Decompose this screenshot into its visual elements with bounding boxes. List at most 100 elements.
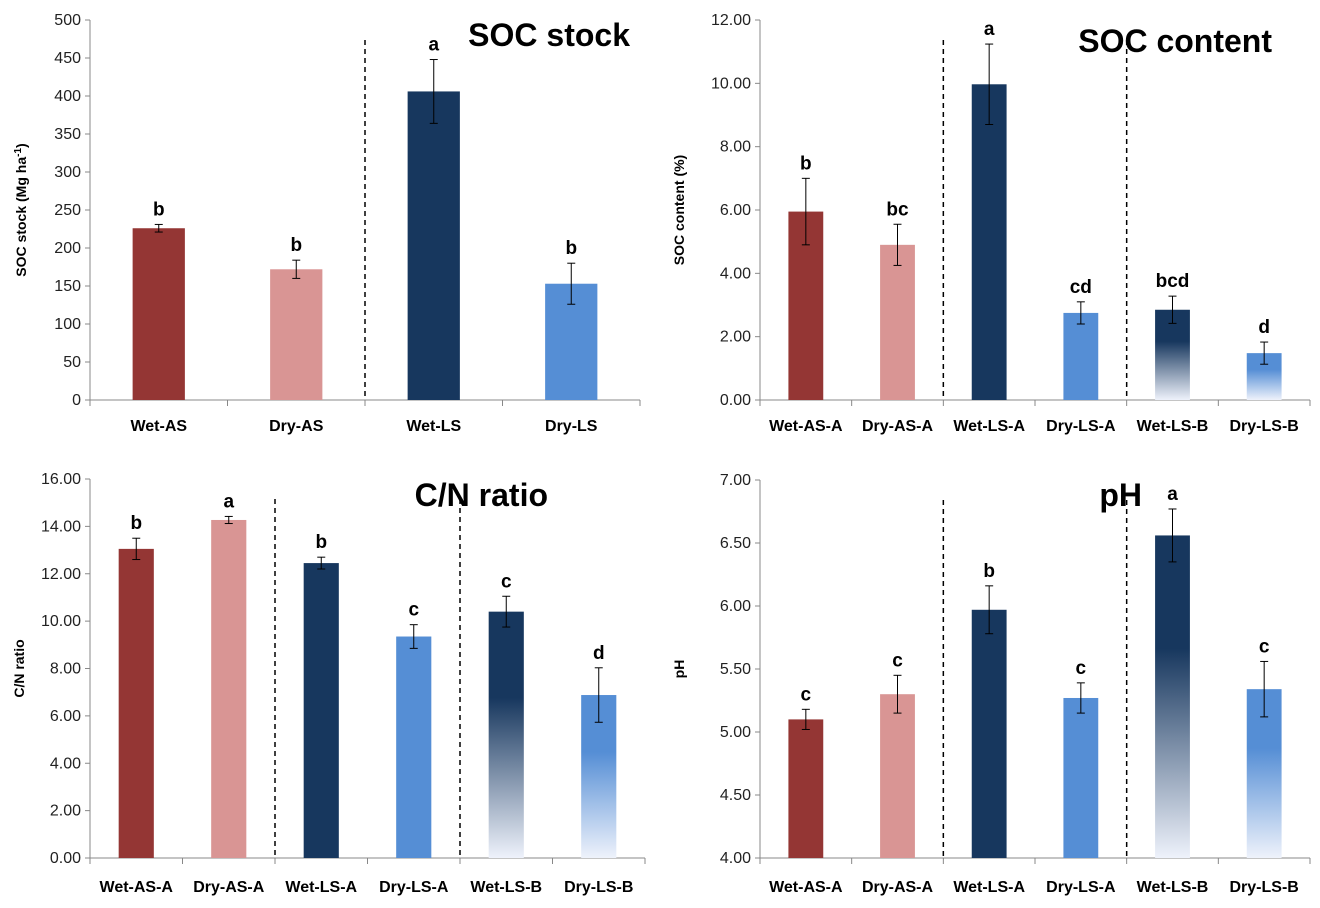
x-category-label: Wet-LS: [406, 418, 461, 435]
x-category-label: Wet-LS-A: [953, 418, 1025, 435]
y-tick-label: 6.00: [50, 708, 81, 725]
significance-letter: b: [983, 561, 995, 582]
ph-chart-svg: 4.00 4.50 5.00 5.50 6.00 6.50 7.00 c Wet-AS-A c Dr…: [671, 472, 1311, 896]
significance-letter: bcd: [1156, 271, 1190, 292]
y-tick-label: 5.00: [720, 724, 751, 741]
y-tick-label: 350: [54, 126, 81, 143]
soc-content-chart-svg: 0.00 2.00 4.00 6.00 8.00 10.00 12.00 b Wet-AS-A b…: [671, 12, 1311, 435]
bar: [1063, 312, 1099, 400]
significance-letter: cd: [1070, 277, 1092, 298]
y-tick-label: 250: [54, 202, 81, 219]
x-category-label: Dry-AS-A: [862, 418, 934, 435]
x-category-label: Wet-AS-A: [100, 879, 174, 896]
chart-title: pH: [1099, 477, 1142, 513]
significance-letter: c: [1076, 658, 1087, 679]
y-tick-label: 4.00: [720, 265, 751, 282]
significance-letter: d: [593, 643, 605, 664]
cn-ratio-chart-svg: 0.00 2.00 4.00 6.00 8.00 10.00 12.00 14.00 16.00…: [11, 471, 646, 896]
chart-title: SOC content: [1078, 23, 1272, 59]
y-tick-label: 12.00: [41, 566, 81, 583]
significance-letter: b: [565, 238, 577, 259]
x-category-label: Dry-AS: [269, 418, 324, 435]
y-tick-label: 6.00: [720, 598, 751, 615]
significance-letter: a: [428, 35, 439, 56]
y-tick-label: 2.00: [50, 803, 81, 820]
y-tick-label: 16.00: [41, 471, 81, 488]
y-tick-label: 10.00: [711, 75, 751, 92]
y-tick-label: 400: [54, 88, 81, 105]
ph-chart: 4.00 4.50 5.00 5.50 6.00 6.50 7.00 c Wet-AS-A c Dr…: [660, 454, 1320, 908]
x-category-label: Wet-LS-B: [1137, 418, 1209, 435]
significance-letter: a: [1167, 484, 1178, 505]
significance-letter: c: [1259, 636, 1270, 657]
y-axis-label: pH: [671, 660, 687, 679]
x-category-label: Dry-LS-B: [1229, 879, 1298, 896]
y-tick-label: 8.00: [720, 139, 751, 156]
bar: [270, 269, 323, 400]
y-axis-label: C/N ratio: [11, 639, 27, 697]
x-category-label: Wet-LS-A: [953, 879, 1025, 896]
y-tick-label: 6.50: [720, 535, 751, 552]
bar: [971, 84, 1007, 401]
significance-letter: c: [801, 684, 812, 705]
significance-letter: b: [153, 199, 165, 220]
significance-letter: c: [892, 650, 903, 671]
significance-letter: a: [223, 491, 234, 512]
bar: [303, 563, 339, 858]
significance-letter: c: [408, 600, 419, 621]
y-axis-label: SOC content (%): [671, 155, 687, 265]
x-category-label: Wet-LS-B: [470, 879, 542, 896]
significance-letter: a: [984, 19, 995, 40]
bar: [488, 611, 524, 858]
soc-content-chart: 0.00 2.00 4.00 6.00 8.00 10.00 12.00 b Wet-AS-A b…: [660, 0, 1320, 454]
bar: [788, 719, 824, 858]
x-category-label: Dry-AS-A: [193, 879, 265, 896]
x-category-label: Dry-LS: [545, 418, 598, 435]
bar: [880, 694, 915, 858]
y-tick-label: 100: [54, 316, 81, 333]
significance-letter: b: [290, 235, 302, 256]
y-tick-label: 14.00: [41, 518, 81, 535]
y-tick-label: 0: [72, 392, 81, 409]
y-tick-label: 500: [54, 12, 81, 29]
significance-letter: bc: [886, 199, 909, 220]
y-tick-label: 12.00: [711, 12, 751, 29]
y-tick-label: 200: [54, 240, 81, 257]
y-tick-label: 4.50: [720, 787, 751, 804]
y-tick-label: 5.50: [720, 661, 751, 678]
soc-stock-chart-svg: 0 50 100 150 200 250 300 350 400 450 500 b Wet-AS b Dr…: [13, 12, 641, 435]
x-category-label: Dry-AS-A: [862, 879, 934, 896]
x-category-label: Dry-LS-A: [1046, 879, 1116, 896]
y-tick-label: 4.00: [50, 755, 81, 772]
chart-title: SOC stock: [468, 17, 630, 53]
y-tick-label: 0.00: [50, 850, 81, 867]
significance-letter: b: [800, 153, 812, 174]
significance-letter: d: [1258, 317, 1270, 338]
x-category-label: Dry-LS-B: [564, 879, 633, 896]
significance-letter: b: [315, 532, 327, 553]
x-category-label: Wet-AS: [130, 418, 187, 435]
x-category-label: Wet-AS-A: [769, 418, 843, 435]
bar: [1063, 697, 1099, 858]
bar: [407, 91, 460, 400]
bar: [118, 548, 154, 858]
x-category-label: Wet-LS-A: [285, 879, 357, 896]
y-tick-label: 50: [63, 354, 81, 371]
bar: [971, 609, 1007, 858]
y-tick-label: 7.00: [720, 472, 751, 489]
y-axis-label-superscript: -1: [13, 148, 24, 157]
y-axis-label: SOC stock (Mg ha-1): [13, 143, 30, 276]
bar: [211, 519, 247, 858]
bar: [1155, 535, 1190, 858]
x-category-label: Dry-LS-A: [1046, 418, 1116, 435]
bar: [396, 636, 432, 858]
x-category-label: Wet-LS-B: [1137, 879, 1209, 896]
x-category-label: Dry-LS-B: [1229, 418, 1298, 435]
y-tick-label: 0.00: [720, 392, 751, 409]
x-category-label: Dry-LS-A: [379, 879, 449, 896]
y-tick-label: 4.00: [720, 850, 751, 867]
cn-ratio-chart: 0.00 2.00 4.00 6.00 8.00 10.00 12.00 14.00 16.00…: [0, 454, 660, 908]
x-category-label: Wet-AS-A: [769, 879, 843, 896]
soc-stock-chart: 0 50 100 150 200 250 300 350 400 450 500 b Wet-AS b Dr…: [0, 0, 660, 454]
y-tick-label: 450: [54, 50, 81, 67]
